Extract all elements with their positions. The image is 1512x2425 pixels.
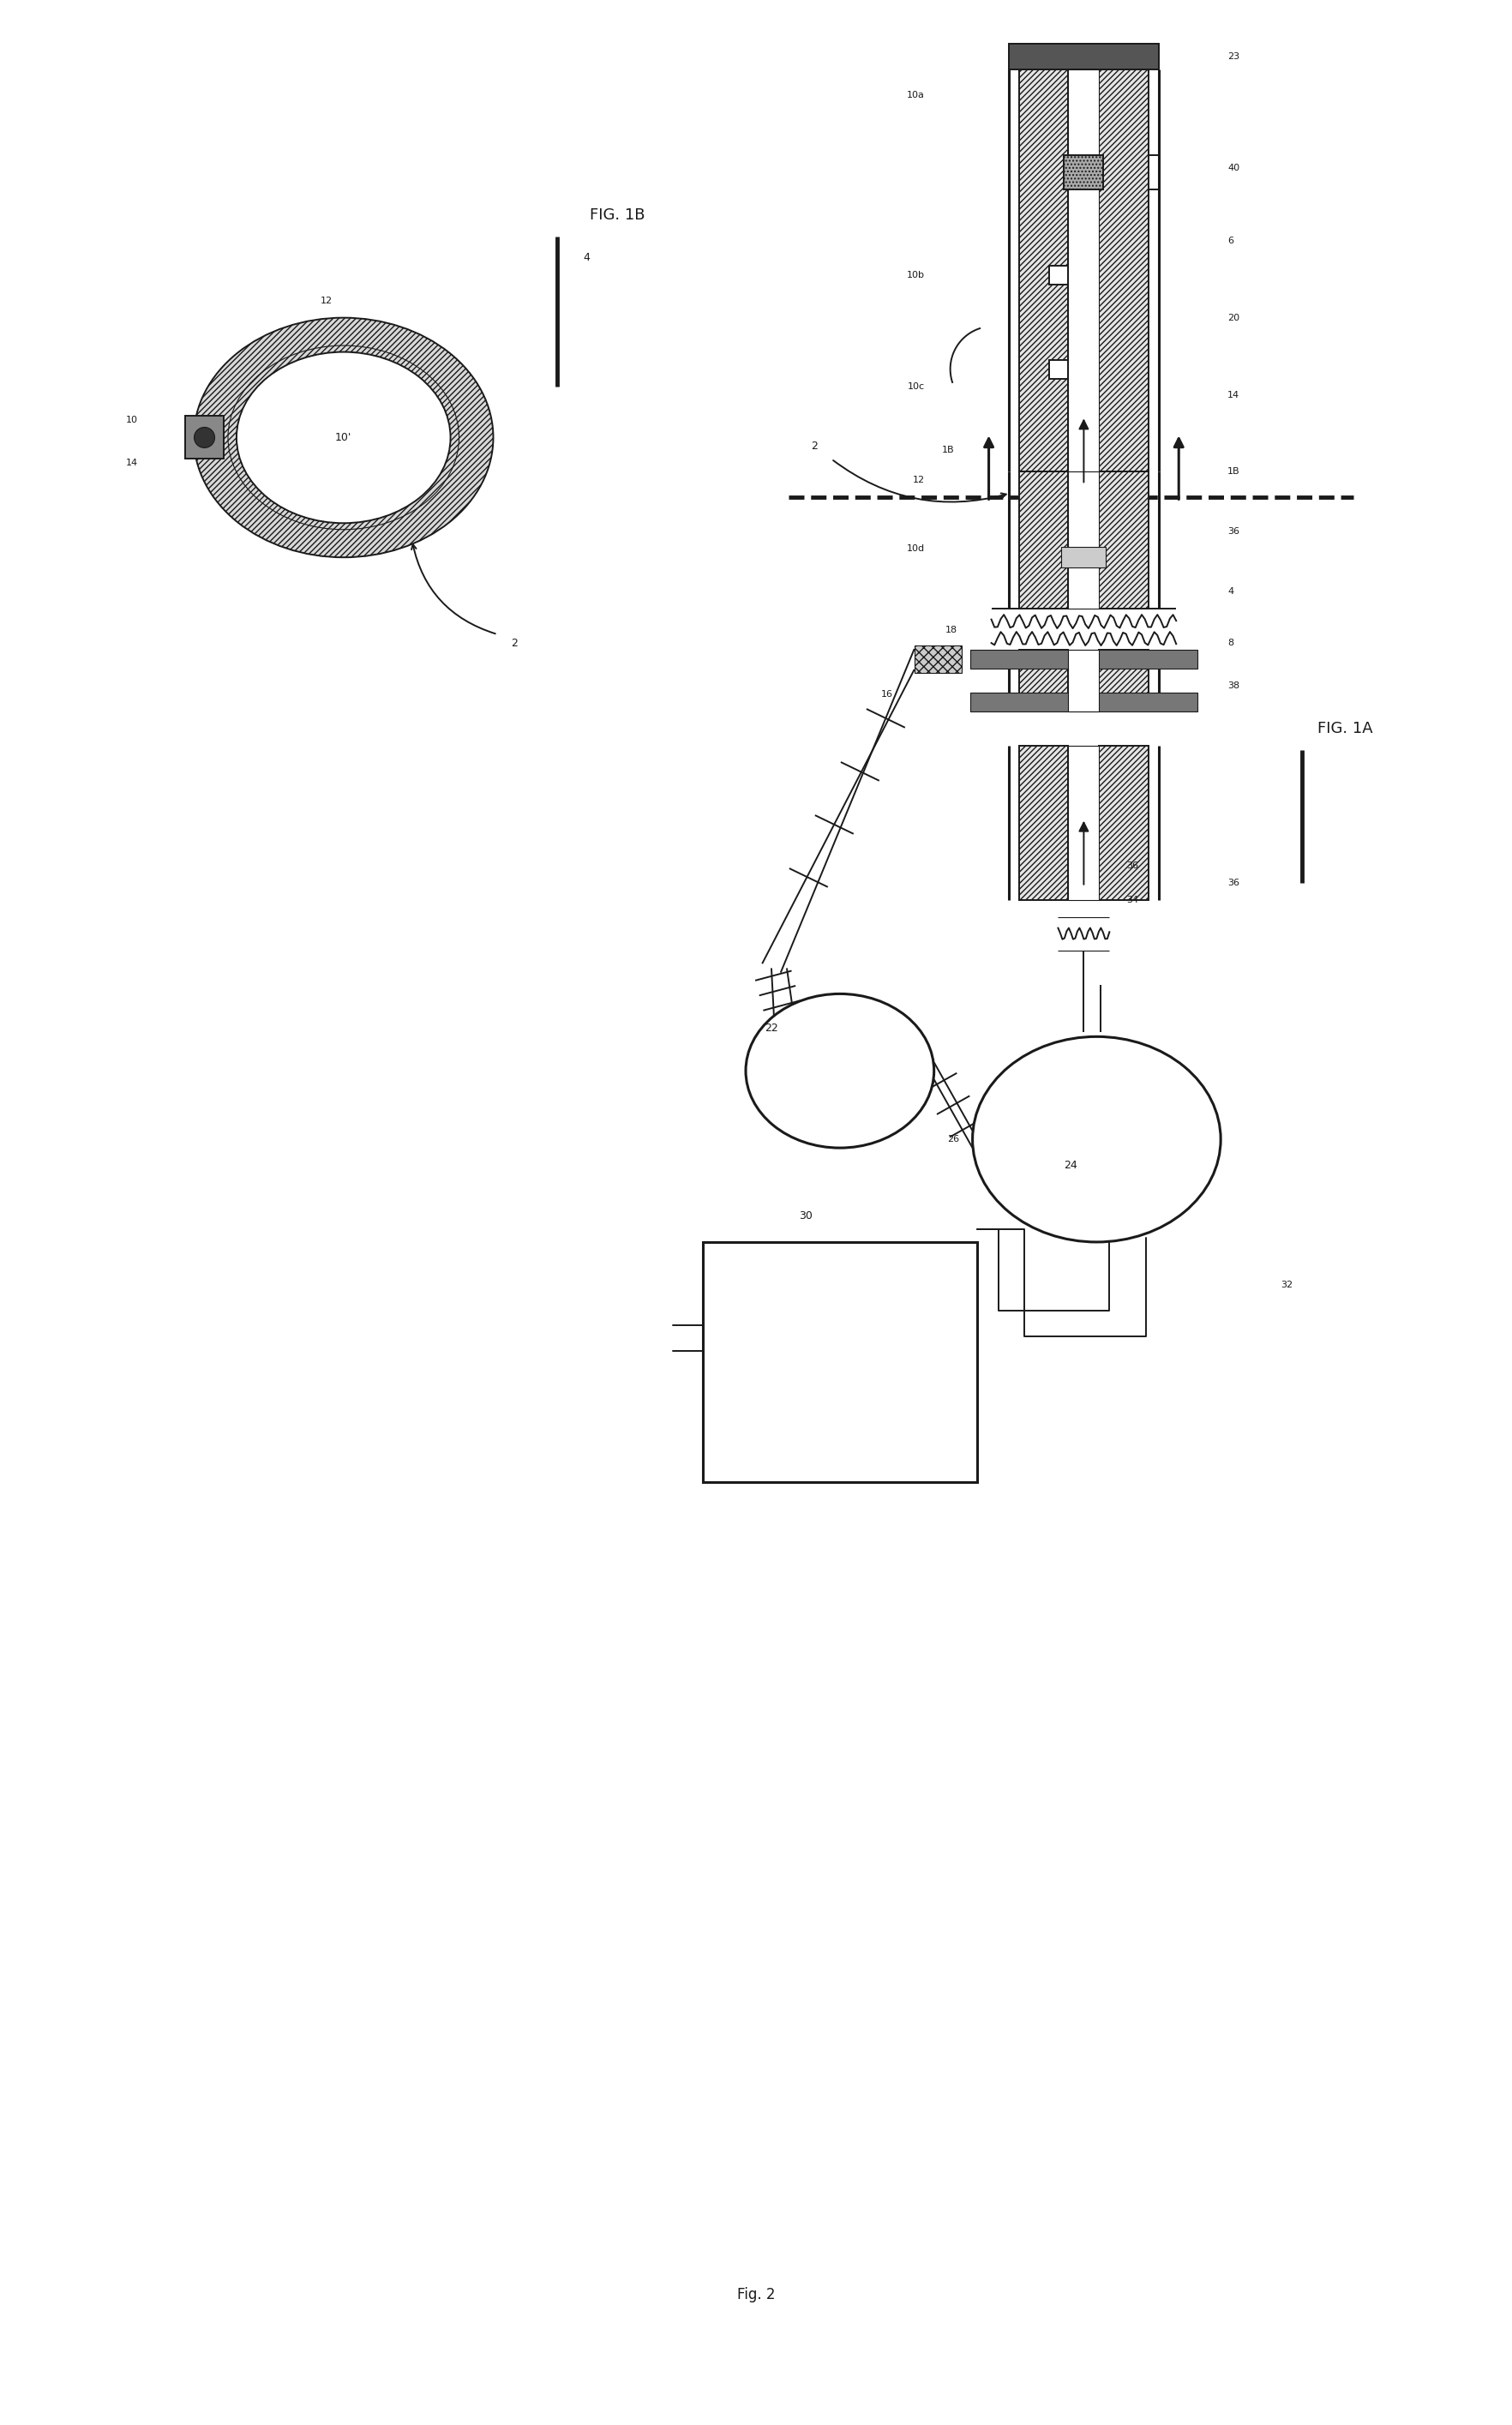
Text: 36: 36 [1226, 526, 1238, 536]
Ellipse shape [194, 318, 493, 558]
Text: 18: 18 [945, 626, 957, 635]
Text: 14: 14 [125, 458, 138, 468]
Text: Fig. 2: Fig. 2 [736, 2287, 776, 2301]
Bar [1099, 70, 1148, 473]
Text: 10b: 10b [906, 272, 924, 279]
Bar [1067, 744, 1099, 900]
Text: 4: 4 [582, 252, 590, 264]
Bar [1099, 473, 1148, 609]
Text: 14: 14 [1226, 390, 1238, 400]
Text: 36: 36 [1126, 861, 1139, 871]
Bar [1049, 359, 1067, 378]
Bar [1061, 548, 1105, 567]
Text: 10: 10 [125, 417, 138, 424]
Text: 22: 22 [764, 1023, 777, 1033]
Bar [913, 645, 960, 672]
Bar [1018, 70, 1067, 473]
Ellipse shape [972, 1035, 1220, 1242]
Text: 20: 20 [1226, 313, 1238, 323]
Bar [1099, 744, 1148, 900]
Bar [1063, 155, 1102, 189]
Text: 38: 38 [1226, 681, 1238, 691]
Text: 4: 4 [1226, 587, 1232, 597]
Bar [1009, 44, 1158, 70]
Bar [703, 1242, 977, 1482]
Text: 2: 2 [511, 638, 517, 647]
Text: 6: 6 [1226, 235, 1232, 245]
Bar [1099, 650, 1148, 711]
Text: 16: 16 [880, 691, 892, 698]
Text: 24: 24 [1063, 1159, 1077, 1171]
Text: 34: 34 [1126, 895, 1139, 905]
Text: 23: 23 [1226, 53, 1238, 61]
Text: 12: 12 [321, 296, 333, 306]
Text: FIG. 1B: FIG. 1B [590, 206, 644, 223]
Text: 10': 10' [336, 432, 352, 444]
Ellipse shape [236, 352, 451, 524]
Bar [1018, 473, 1067, 609]
Text: 36: 36 [1226, 878, 1238, 888]
Text: 1B: 1B [1226, 468, 1240, 475]
Text: 30: 30 [798, 1210, 812, 1222]
Ellipse shape [745, 994, 933, 1147]
Text: 32: 32 [1279, 1280, 1291, 1290]
Bar [1067, 650, 1099, 711]
Bar [1018, 650, 1067, 711]
Bar [1067, 473, 1099, 609]
Text: 10c: 10c [907, 381, 924, 390]
Bar [1049, 264, 1067, 284]
Text: 12: 12 [912, 475, 924, 485]
Text: 26: 26 [947, 1135, 959, 1145]
Text: 10a: 10a [906, 90, 924, 99]
Bar [1018, 744, 1067, 900]
Text: 10d: 10d [906, 546, 924, 553]
Circle shape [194, 427, 215, 449]
Text: 8: 8 [1226, 638, 1232, 647]
Text: 1B: 1B [942, 446, 954, 453]
Text: 2: 2 [810, 441, 816, 451]
Bar [184, 417, 224, 458]
Text: FIG. 1A: FIG. 1A [1317, 720, 1371, 737]
Bar [969, 694, 1198, 711]
Text: 40: 40 [1226, 162, 1238, 172]
Bar [969, 650, 1198, 669]
Bar [1067, 70, 1099, 473]
